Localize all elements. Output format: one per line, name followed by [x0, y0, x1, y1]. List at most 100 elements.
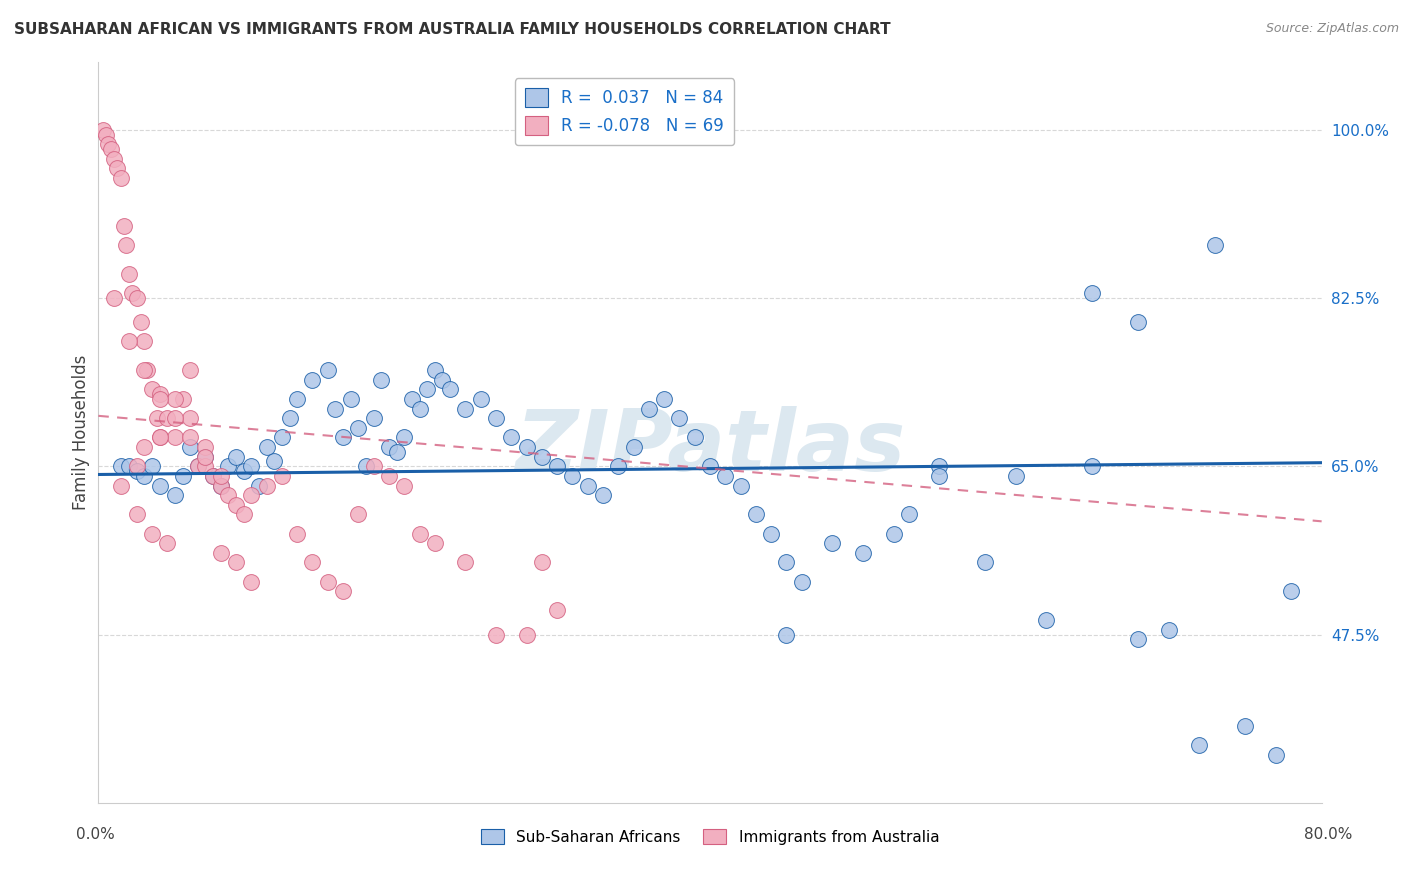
Point — [501, 430, 523, 444]
Point — [423, 363, 446, 377]
Point — [110, 478, 132, 492]
Point — [156, 411, 179, 425]
Point — [256, 440, 278, 454]
Point — [149, 430, 172, 444]
Point — [761, 526, 783, 541]
Point — [897, 508, 920, 522]
Point — [516, 627, 538, 641]
Point — [454, 556, 477, 570]
Text: Source: ZipAtlas.com: Source: ZipAtlas.com — [1265, 22, 1399, 36]
Point — [163, 430, 186, 444]
Point — [240, 574, 263, 589]
Point — [103, 291, 125, 305]
Point — [134, 334, 156, 349]
Point — [209, 469, 232, 483]
Point — [172, 469, 194, 483]
Point — [1157, 623, 1180, 637]
Point — [347, 421, 370, 435]
Point — [105, 161, 128, 176]
Point — [546, 603, 568, 617]
Point — [363, 459, 385, 474]
Point — [202, 469, 225, 483]
Point — [928, 469, 950, 483]
Point — [401, 392, 423, 406]
Point — [576, 478, 599, 492]
Point — [285, 392, 308, 406]
Point — [149, 392, 172, 406]
Point — [316, 574, 339, 589]
Point — [1004, 469, 1026, 483]
Point — [163, 392, 186, 406]
Y-axis label: Family Households: Family Households — [72, 355, 90, 510]
Legend: Sub-Saharan Africans, Immigrants from Australia: Sub-Saharan Africans, Immigrants from Au… — [475, 822, 945, 851]
Point — [194, 440, 217, 454]
Point — [194, 450, 217, 464]
Point — [1081, 459, 1104, 474]
Point — [129, 315, 152, 329]
Point — [354, 459, 377, 474]
Point — [125, 508, 148, 522]
Point — [194, 450, 217, 464]
Point — [115, 238, 138, 252]
Point — [592, 488, 614, 502]
Point — [745, 508, 768, 522]
Point — [247, 478, 270, 492]
Point — [94, 128, 117, 142]
Point — [225, 450, 247, 464]
Point — [141, 459, 163, 474]
Point — [232, 464, 254, 478]
Point — [325, 401, 347, 416]
Point — [136, 363, 159, 377]
Point — [637, 401, 661, 416]
Point — [263, 454, 285, 468]
Point — [118, 267, 141, 281]
Point — [163, 488, 186, 502]
Point — [332, 584, 354, 599]
Point — [301, 556, 323, 570]
Point — [217, 488, 239, 502]
Point — [385, 445, 408, 459]
Point — [270, 469, 294, 483]
Point — [232, 508, 254, 522]
Point — [149, 430, 172, 444]
Point — [103, 152, 125, 166]
Point — [852, 546, 875, 560]
Point — [209, 478, 232, 492]
Point — [1128, 632, 1150, 647]
Point — [347, 508, 370, 522]
Point — [378, 469, 401, 483]
Point — [172, 392, 194, 406]
Point — [546, 459, 568, 474]
Point — [392, 478, 416, 492]
Point — [202, 469, 225, 483]
Point — [149, 478, 172, 492]
Point — [240, 459, 263, 474]
Point — [125, 291, 148, 305]
Point — [179, 430, 201, 444]
Point — [225, 556, 247, 570]
Point — [775, 556, 797, 570]
Text: 0.0%: 0.0% — [76, 827, 115, 841]
Point — [652, 392, 675, 406]
Point — [883, 526, 905, 541]
Point — [149, 387, 172, 401]
Point — [278, 411, 301, 425]
Point — [439, 382, 461, 396]
Point — [141, 526, 163, 541]
Point — [363, 411, 385, 425]
Point — [668, 411, 690, 425]
Point — [225, 498, 247, 512]
Point — [416, 382, 439, 396]
Point — [179, 411, 201, 425]
Text: 80.0%: 80.0% — [1305, 827, 1353, 841]
Point — [163, 411, 186, 425]
Point — [683, 430, 706, 444]
Point — [485, 411, 508, 425]
Point — [408, 401, 430, 416]
Point — [378, 440, 401, 454]
Point — [316, 363, 339, 377]
Text: ZIPatlas: ZIPatlas — [515, 406, 905, 489]
Point — [100, 142, 122, 156]
Point — [134, 469, 156, 483]
Point — [1279, 584, 1302, 599]
